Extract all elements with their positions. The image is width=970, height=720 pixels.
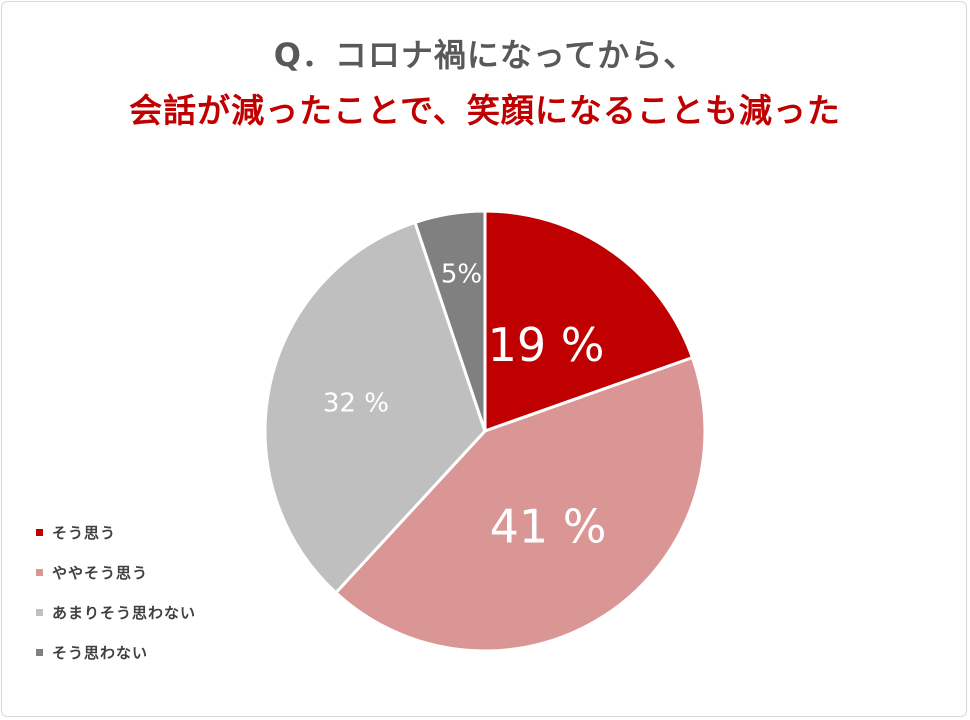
legend-swatch <box>36 528 43 536</box>
data-label-yaya-sou-omou: 41 % <box>490 500 607 554</box>
legend-swatch <box>36 568 43 576</box>
legend-swatch <box>36 648 43 656</box>
legend-item-amari-sou-omowanai: あまりそう思わない <box>36 592 196 632</box>
legend-label: ややそう思う <box>52 563 149 582</box>
pie-slices <box>263 209 707 653</box>
chart-title-line-2: 会話が減ったことで、笑顔になることも減った <box>129 91 841 130</box>
legend-item-sou-omowanai: そう思わない <box>36 632 196 672</box>
legend-swatch <box>36 608 43 616</box>
legend-label: そう思わない <box>52 643 149 662</box>
legend-label: あまりそう思わない <box>52 603 197 622</box>
pie-slice-sou-omou <box>483 209 694 433</box>
pie-slice-yaya-sou-omou <box>334 356 707 653</box>
legend-item-yaya-sou-omou: ややそう思う <box>36 552 196 592</box>
legend-label: そう思う <box>52 523 117 542</box>
pie-slice-amari-sou-omowanai <box>263 220 487 595</box>
data-label-sou-omou: 19 % <box>488 318 605 372</box>
chart-title-line-1: Q．コロナ禍になってから、 <box>273 36 697 74</box>
pie-slice-sou-omowanai <box>413 209 487 433</box>
legend-item-sou-omou: そう思う <box>36 512 196 552</box>
chart-legend: そう思う ややそう思う あまりそう思わない そう思わない <box>36 512 196 672</box>
data-label-amari-sou-omowanai: 32 % <box>323 388 389 418</box>
data-label-sou-omowanai: 5% <box>441 260 482 290</box>
pie-data-labels: 19 % 41 % 32 % 5% <box>323 260 607 554</box>
